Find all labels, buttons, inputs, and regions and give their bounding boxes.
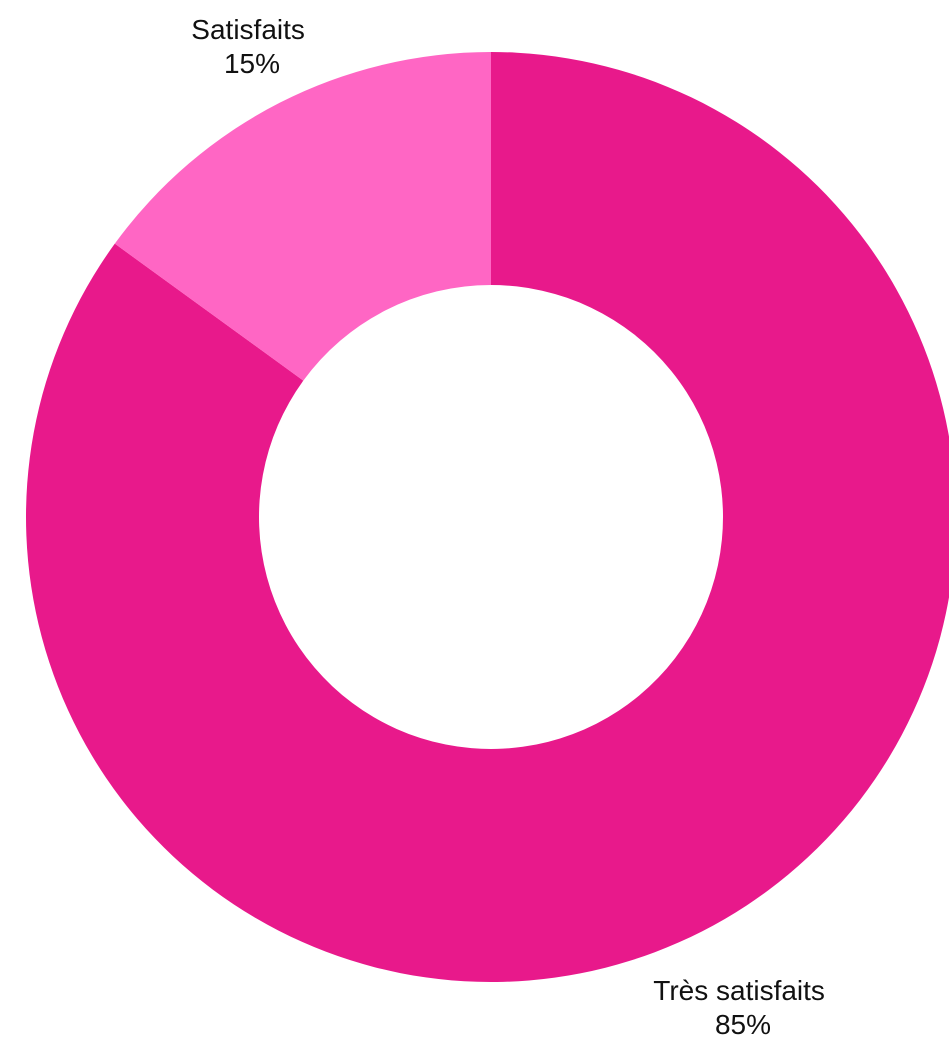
slice-name-tres-satisfaits: Très satisfaits [653, 975, 825, 1006]
slice-tres-satisfaits [26, 52, 949, 982]
slice-percent-tres-satisfaits: 85% [715, 1009, 771, 1040]
labels-group: Très satisfaits 85% Satisfaits 15% [191, 14, 832, 1040]
slice-satisfaits [114, 52, 491, 381]
slice-label-satisfaits: Satisfaits 15% [191, 14, 312, 79]
slice-name-satisfaits: Satisfaits [191, 14, 305, 45]
slices-group [26, 52, 949, 982]
slice-label-tres-satisfaits: Très satisfaits 85% [653, 975, 832, 1040]
slice-percent-satisfaits: 15% [224, 48, 280, 79]
